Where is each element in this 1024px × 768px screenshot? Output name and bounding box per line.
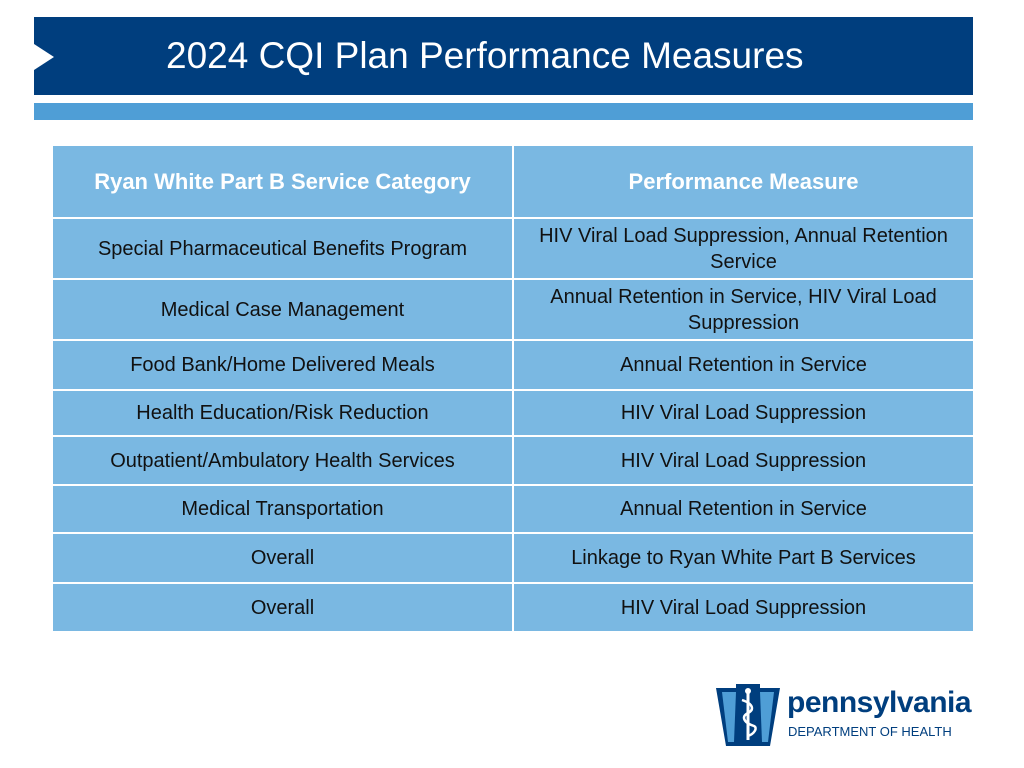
title-bar: 2024 CQI Plan Performance Measures: [34, 17, 973, 95]
accent-bar: [34, 103, 973, 120]
performance-measures-table: Ryan White Part B Service Category Perfo…: [51, 144, 975, 633]
category-cell: Medical Transportation: [51, 484, 514, 534]
title-arrow-icon: [34, 44, 54, 70]
category-cell: Medical Case Management: [51, 278, 514, 341]
category-cell: Food Bank/Home Delivered Meals: [51, 339, 514, 391]
measure-cell: Annual Retention in Service: [512, 339, 975, 391]
category-cell: Overall: [51, 582, 514, 633]
category-cell: Health Education/Risk Reduction: [51, 389, 514, 437]
keystone-caduceus-icon: [716, 684, 780, 746]
measure-cell: HIV Viral Load Suppression: [512, 582, 975, 633]
table-row: Health Education/Risk Reduction HIV Vira…: [51, 389, 975, 437]
table-row: Overall Linkage to Ryan White Part B Ser…: [51, 532, 975, 584]
measure-cell: Annual Retention in Service, HIV Viral L…: [512, 278, 975, 341]
measure-cell: Annual Retention in Service: [512, 484, 975, 534]
category-cell: Outpatient/Ambulatory Health Services: [51, 435, 514, 486]
table-row: Medical Transportation Annual Retention …: [51, 484, 975, 534]
pa-health-logo: pennsylvania DEPARTMENT OF HEALTH: [714, 682, 974, 748]
measure-cell: Linkage to Ryan White Part B Services: [512, 532, 975, 584]
table-row: Special Pharmaceutical Benefits Program …: [51, 217, 975, 280]
logo-name: pennsylvania: [787, 686, 972, 719]
slide-title: 2024 CQI Plan Performance Measures: [166, 35, 804, 76]
category-cell: Overall: [51, 532, 514, 584]
measure-cell: HIV Viral Load Suppression: [512, 435, 975, 486]
table-row: Overall HIV Viral Load Suppression: [51, 582, 975, 633]
measure-cell: HIV Viral Load Suppression: [512, 389, 975, 437]
logo-department: DEPARTMENT OF HEALTH: [788, 724, 952, 739]
measure-cell: HIV Viral Load Suppression, Annual Reten…: [512, 217, 975, 280]
table-row: Medical Case Management Annual Retention…: [51, 278, 975, 341]
category-cell: Special Pharmaceutical Benefits Program: [51, 217, 514, 280]
table-header-row: Ryan White Part B Service Category Perfo…: [51, 144, 975, 219]
table-row: Outpatient/Ambulatory Health Services HI…: [51, 435, 975, 486]
header-performance-measure: Performance Measure: [512, 144, 975, 219]
header-service-category: Ryan White Part B Service Category: [51, 144, 514, 219]
table-row: Food Bank/Home Delivered Meals Annual Re…: [51, 339, 975, 391]
